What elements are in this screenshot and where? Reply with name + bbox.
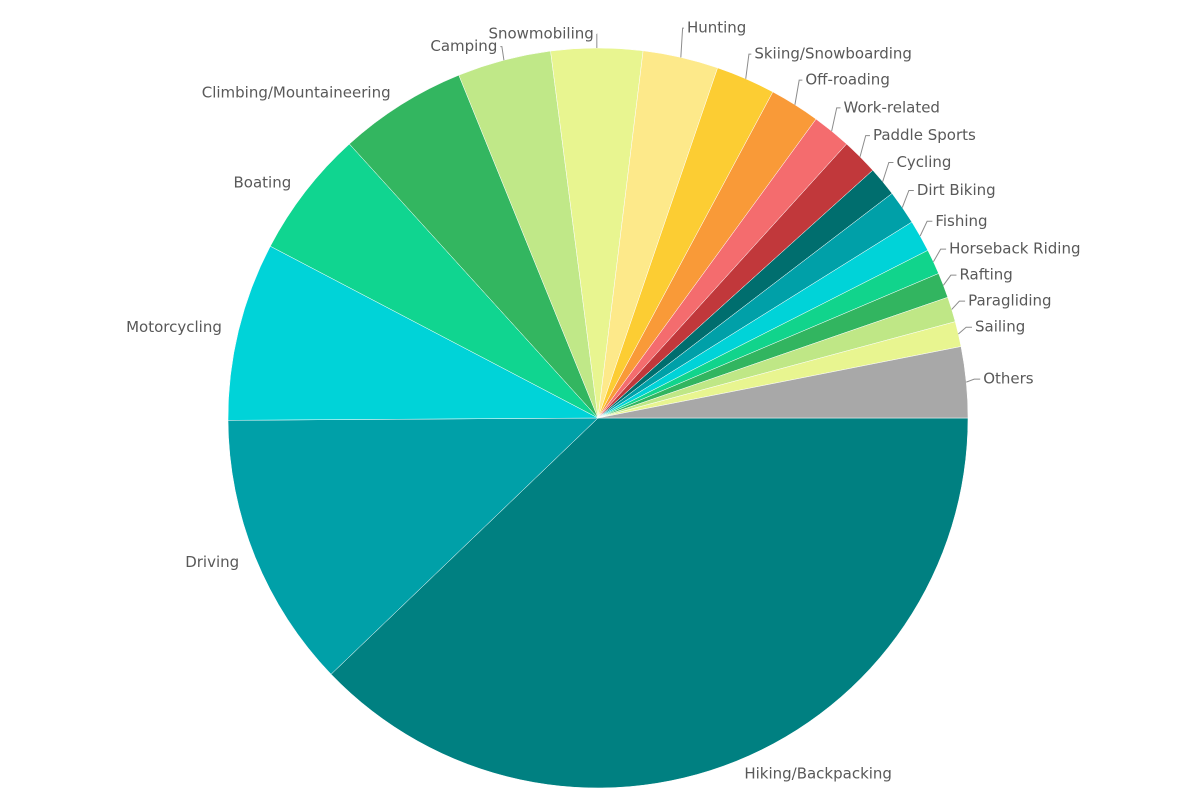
slice-label: Snowmobiling <box>488 25 593 43</box>
slice-label: Rafting <box>959 266 1012 284</box>
pie-slice <box>269 143 599 419</box>
slice-label: Sailing <box>975 318 1025 336</box>
slice-label: Dirt Biking <box>917 181 996 199</box>
slice-label: Fishing <box>935 212 987 230</box>
slice-label: Paragliding <box>968 292 1052 310</box>
leader-line <box>942 274 957 286</box>
leader-line <box>958 326 972 335</box>
slice-label: Work-related <box>844 98 940 116</box>
slice-label: Skiing/Snowboarding <box>754 45 912 63</box>
leader-line <box>901 189 914 208</box>
pie-slice <box>227 417 599 675</box>
slice-label: Paddle Sports <box>873 126 976 144</box>
pie-slice <box>349 74 599 419</box>
pie-slice <box>597 346 969 419</box>
leader-line <box>794 79 803 105</box>
slice-label: Climbing/Mountaineering <box>202 83 391 101</box>
leader-line <box>500 46 505 61</box>
slice-label: Cycling <box>896 153 951 171</box>
slice-label: Camping <box>430 37 497 55</box>
leader-line <box>831 107 841 132</box>
leader-line <box>951 300 966 310</box>
slice-label: Horseback Riding <box>949 240 1080 258</box>
slice-label: Boating <box>234 174 292 192</box>
slice-label: Hunting <box>687 19 746 37</box>
slice-label: Hiking/Backpacking <box>744 765 892 783</box>
slice-label: Off-roading <box>805 71 889 89</box>
leader-line <box>745 53 752 79</box>
leader-line <box>919 220 933 237</box>
leader-line <box>680 27 684 58</box>
pie-slice <box>330 417 969 789</box>
slice-label: Driving <box>185 553 239 571</box>
slice-label: Others <box>983 370 1034 388</box>
pie-slice <box>227 245 599 421</box>
leader-line <box>882 161 894 182</box>
leader-line <box>859 135 870 157</box>
leader-line <box>966 378 981 383</box>
slice-label: Motorcycling <box>126 318 222 336</box>
leader-line <box>932 248 947 263</box>
